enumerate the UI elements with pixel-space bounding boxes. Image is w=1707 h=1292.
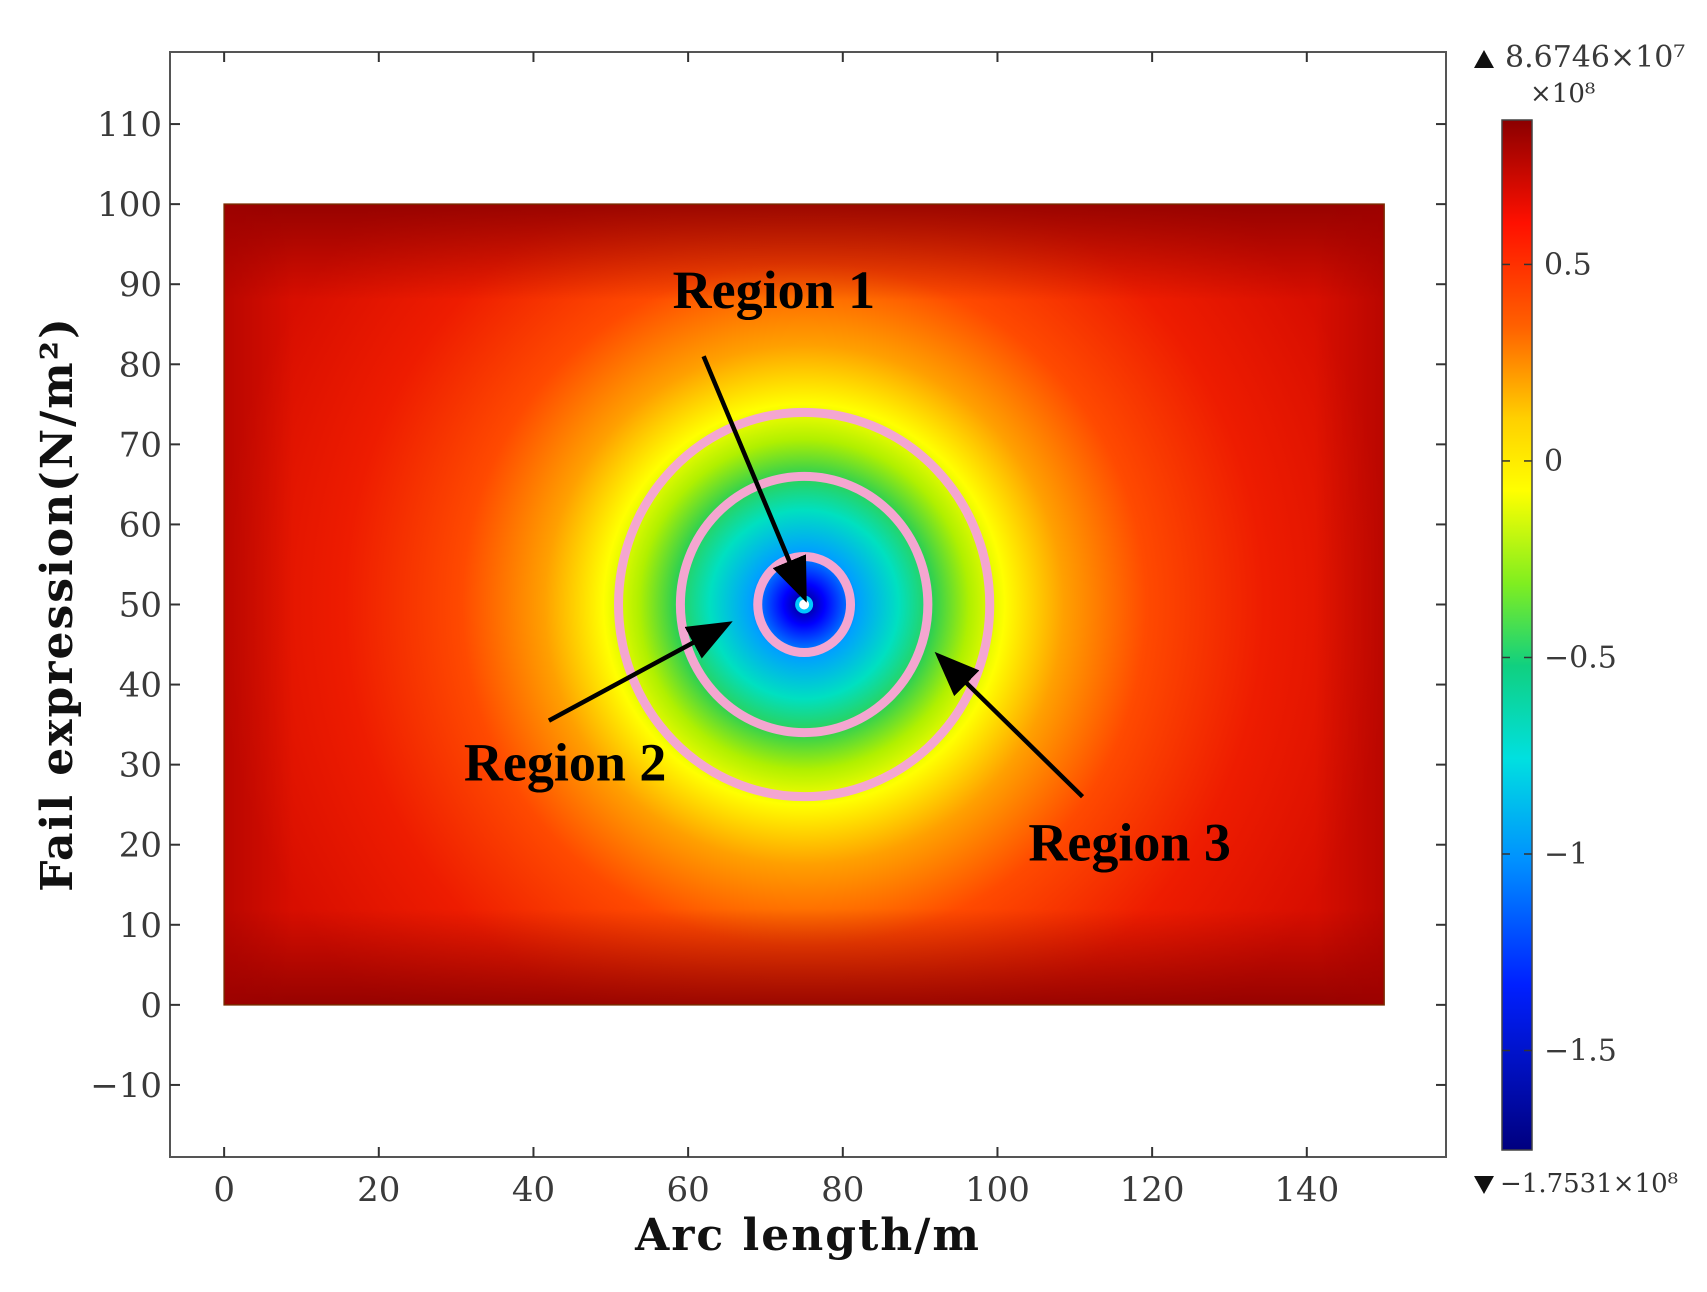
- y-axis-title: Fail expression(N/m²): [32, 316, 83, 892]
- colorbar-exponent-label: ×10⁸: [1530, 79, 1595, 109]
- region-2-label: Region 2: [464, 733, 667, 793]
- heatmap-edge-top: [224, 204, 1385, 301]
- hole-center: [799, 599, 810, 610]
- region-2-arrow: [547, 621, 733, 723]
- colorbar-tick-label: 0: [1544, 444, 1563, 479]
- y-tick-label: 110: [97, 105, 162, 145]
- colorbar-tick-label: −1.5: [1544, 1034, 1617, 1069]
- heatmap-domain: [223, 203, 1385, 1006]
- y-tick-label: 80: [119, 345, 162, 385]
- heatmap-edge-left: [224, 204, 294, 1005]
- y-tick-label: 0: [140, 986, 162, 1026]
- colorbar-max-triangle-icon: [1474, 50, 1494, 68]
- y-tick-label: −10: [90, 1066, 162, 1106]
- x-tick-label: 140: [1274, 1170, 1339, 1210]
- x-tick-label: 40: [512, 1170, 555, 1210]
- y-tick-label: 100: [97, 185, 162, 225]
- colorbar-tick-label: 0.5: [1544, 247, 1592, 282]
- x-tick-label: 80: [821, 1170, 864, 1210]
- y-tick-label: 60: [119, 505, 162, 545]
- x-tick-label: 60: [667, 1170, 710, 1210]
- y-tick-label: 70: [119, 425, 162, 465]
- y-tick-label: 10: [119, 906, 162, 946]
- x-tick-label: 120: [1120, 1170, 1185, 1210]
- heatmap-edge-right: [1314, 204, 1385, 1005]
- y-tick-label: 30: [119, 746, 162, 786]
- x-tick-label: 20: [357, 1170, 400, 1210]
- region-3-arrow: [934, 651, 1085, 799]
- colorbar-ticks: 0.5 0 −0.5 −1 −1.5: [1502, 247, 1617, 1069]
- region-1-arrow: [701, 355, 807, 603]
- region-1-label: Region 1: [673, 260, 876, 320]
- contour-ring-3: [614, 407, 995, 802]
- region-3-label: Region 3: [1028, 813, 1231, 873]
- colorbar-min-triangle-icon: [1474, 1176, 1494, 1194]
- colorbar: 8.6746×10⁷ ×10⁸ −1.7531×10⁸ 0.5 0 −0.5 −1 −1…: [1474, 40, 1685, 1199]
- y-axis-ticks: −10 0 10 20 30 40 50 60 70 80 90 100 110: [90, 105, 1446, 1106]
- x-axis-ticks: 0 20 40 60 80 100 120 140: [213, 52, 1339, 1210]
- heatmap-edge-bottom: [224, 908, 1385, 1005]
- colorbar-gradient: [1501, 119, 1533, 1151]
- heatmap-border: [223, 203, 1385, 1006]
- colorbar-max-label: 8.6746×10⁷: [1505, 40, 1685, 75]
- colorbar-tick-label: −0.5: [1544, 640, 1617, 675]
- y-tick-label: 50: [119, 586, 162, 626]
- y-tick-label: 40: [119, 666, 162, 706]
- contour-ring-2: [675, 471, 933, 738]
- x-axis-title: Arc length/m: [634, 1210, 981, 1261]
- x-tick-label: 0: [213, 1170, 235, 1210]
- colorbar-min-label: −1.7531×10⁸: [1500, 1169, 1678, 1199]
- y-tick-label: 90: [119, 265, 162, 305]
- x-tick-label: 100: [965, 1170, 1030, 1210]
- region-annotations: Region 1 Region 2 Region 3: [464, 260, 1231, 873]
- hole-marker: [795, 595, 814, 614]
- colorbar-tick-label: −1: [1544, 837, 1588, 872]
- y-tick-label: 20: [119, 826, 162, 866]
